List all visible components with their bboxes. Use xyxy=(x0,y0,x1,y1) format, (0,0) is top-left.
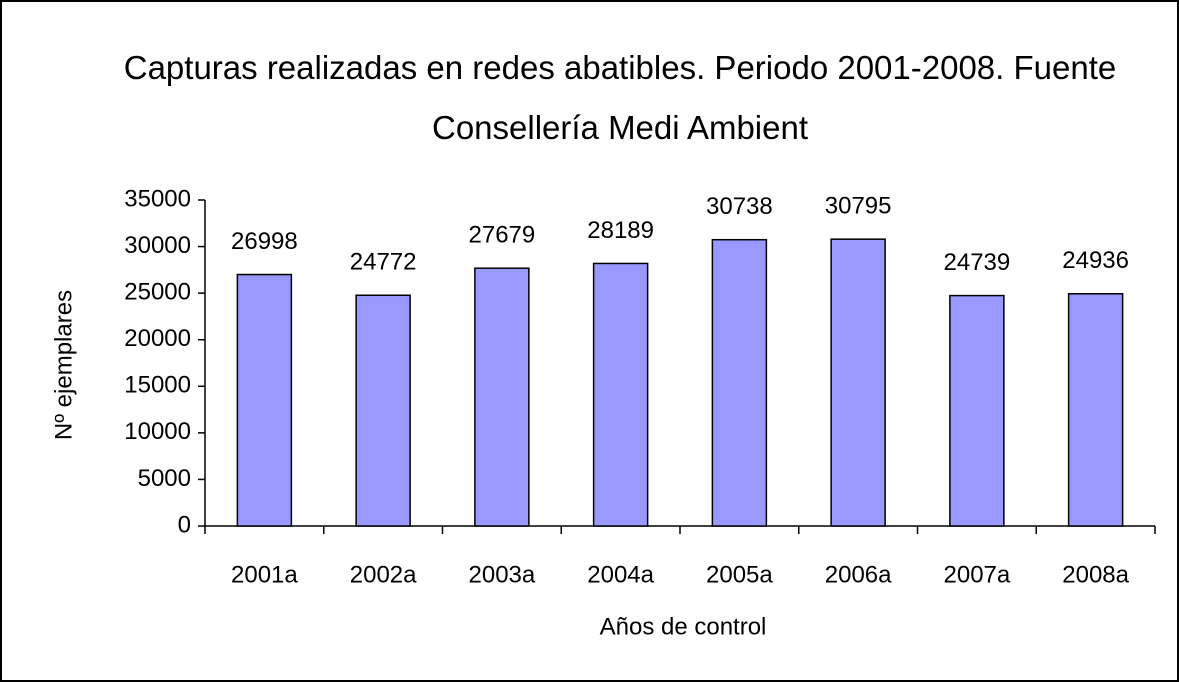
chart-title: Capturas realizadas en redes abatibles. … xyxy=(123,49,1117,146)
y-tick-label: 20000 xyxy=(124,325,191,352)
x-tick-label: 2003a xyxy=(469,561,536,588)
data-label: 30795 xyxy=(825,193,892,220)
data-label: 30738 xyxy=(706,193,773,220)
data-label: 26998 xyxy=(231,228,298,255)
x-tick-label: 2007a xyxy=(944,561,1011,588)
data-label: 24772 xyxy=(350,249,417,276)
x-tick-label: 2006a xyxy=(825,561,892,588)
y-tick-label: 25000 xyxy=(124,278,191,305)
bar xyxy=(1067,292,1124,527)
x-tick-label: 2008a xyxy=(1062,561,1129,588)
y-tick-label: 15000 xyxy=(124,372,191,399)
x-tick-label: 2001a xyxy=(231,561,298,588)
bar xyxy=(474,267,530,527)
bar xyxy=(355,294,411,527)
bar xyxy=(592,262,649,527)
x-tick-label: 2005a xyxy=(706,561,773,588)
y-tick-label: 0 xyxy=(178,511,191,538)
data-label: 24936 xyxy=(1062,247,1129,274)
bar xyxy=(236,273,293,527)
x-axis-label: Años de control xyxy=(600,613,767,640)
data-label: 28189 xyxy=(587,217,654,244)
y-tick-label: 5000 xyxy=(138,465,191,492)
y-axis-label: Nº ejemplares xyxy=(50,290,77,440)
x-tick-label: 2002a xyxy=(350,561,417,588)
y-tick-label: 10000 xyxy=(124,418,191,445)
data-label: 24739 xyxy=(944,249,1011,276)
y-tick-label: 35000 xyxy=(124,185,191,212)
bar xyxy=(949,294,1005,527)
bar xyxy=(711,238,768,527)
x-tick-label: 2004a xyxy=(587,561,654,588)
y-tick-label: 30000 xyxy=(124,232,191,259)
bar xyxy=(830,238,886,527)
data-label: 27679 xyxy=(469,222,536,249)
